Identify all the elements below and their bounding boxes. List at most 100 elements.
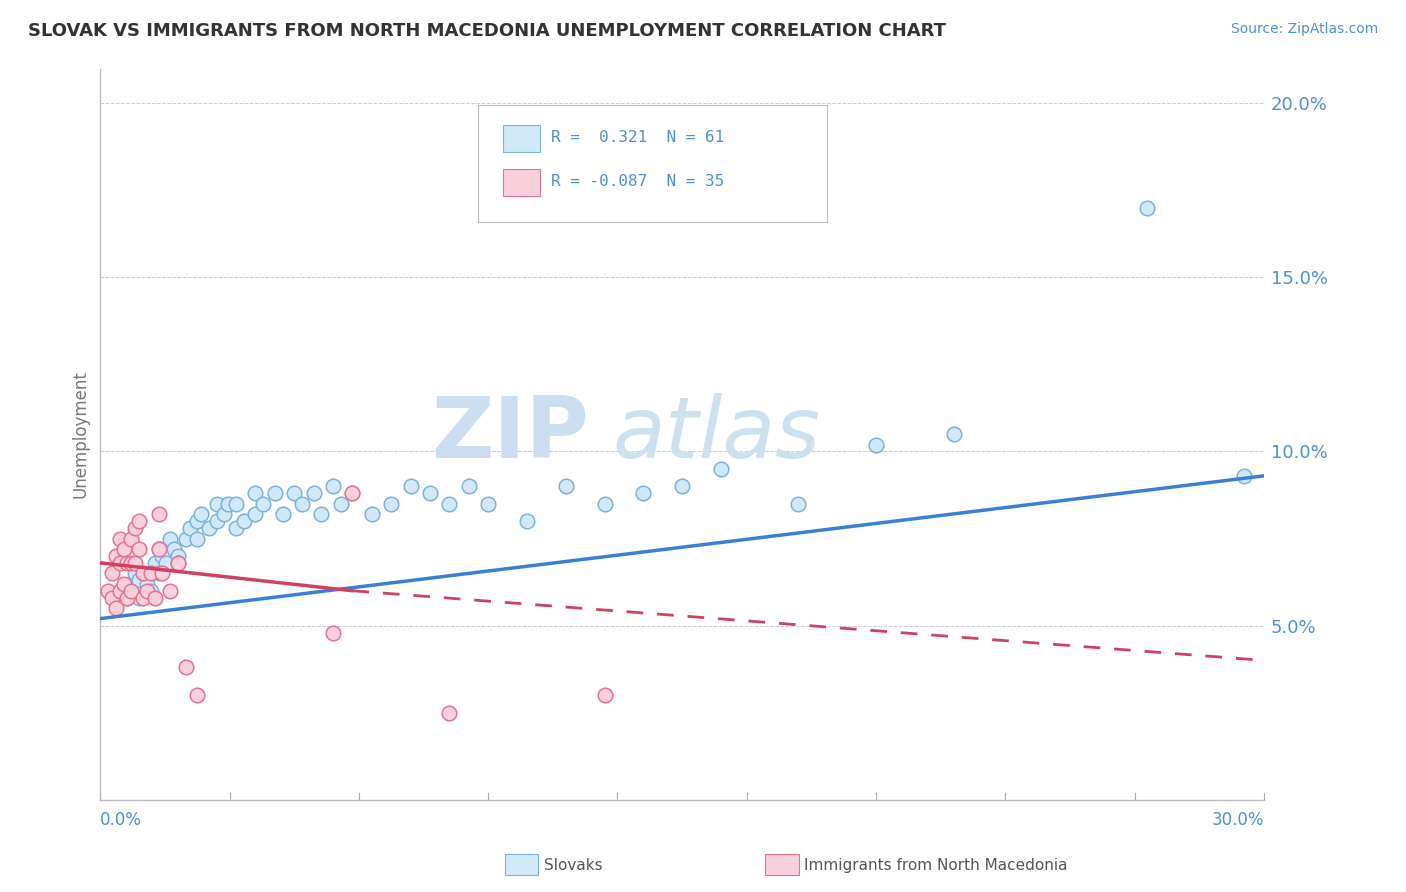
- Point: [342, 486, 364, 500]
- Point: [152, 566, 174, 581]
- Point: [198, 521, 221, 535]
- Point: [342, 486, 364, 500]
- Point: [148, 566, 170, 581]
- Point: [710, 462, 733, 476]
- Point: [148, 541, 170, 556]
- Point: [1233, 468, 1256, 483]
- Point: [112, 576, 135, 591]
- Point: [593, 497, 616, 511]
- Point: [167, 549, 190, 563]
- Point: [120, 532, 142, 546]
- Point: [128, 591, 150, 605]
- Point: [232, 514, 254, 528]
- Point: [360, 507, 382, 521]
- Point: [108, 583, 131, 598]
- Point: [399, 479, 422, 493]
- Point: [124, 556, 146, 570]
- Point: [128, 541, 150, 556]
- Point: [439, 497, 461, 511]
- Point: [186, 514, 208, 528]
- Point: [108, 556, 131, 570]
- Point: [283, 486, 305, 500]
- Point: [225, 497, 247, 511]
- Point: [104, 601, 127, 615]
- Point: [190, 507, 212, 521]
- Point: [148, 541, 170, 556]
- Point: [152, 549, 174, 563]
- Point: [186, 532, 208, 546]
- Point: [128, 574, 150, 588]
- Point: [214, 507, 236, 521]
- Point: [143, 556, 166, 570]
- Point: [167, 556, 190, 570]
- Point: [135, 583, 157, 598]
- Point: [117, 556, 139, 570]
- Text: atlas: atlas: [612, 392, 820, 475]
- Point: [477, 497, 499, 511]
- Point: [159, 583, 181, 598]
- Point: [633, 486, 655, 500]
- Text: R = -0.087  N = 35: R = -0.087 N = 35: [551, 174, 724, 189]
- Point: [97, 583, 120, 598]
- Point: [108, 532, 131, 546]
- FancyBboxPatch shape: [503, 169, 540, 195]
- Point: [135, 576, 157, 591]
- Point: [132, 566, 155, 581]
- Point: [128, 514, 150, 528]
- Point: [516, 514, 538, 528]
- Point: [120, 583, 142, 598]
- Point: [787, 497, 810, 511]
- Point: [942, 427, 965, 442]
- Point: [148, 507, 170, 521]
- Point: [186, 688, 208, 702]
- Text: Slovaks: Slovaks: [544, 858, 603, 872]
- Point: [205, 497, 228, 511]
- Point: [139, 566, 162, 581]
- Text: ZIP: ZIP: [432, 392, 589, 475]
- Point: [419, 486, 441, 500]
- Point: [554, 479, 576, 493]
- Point: [322, 479, 344, 493]
- Point: [174, 660, 197, 674]
- Point: [748, 183, 770, 197]
- Point: [117, 591, 139, 605]
- Point: [593, 688, 616, 702]
- FancyBboxPatch shape: [478, 105, 828, 222]
- Point: [155, 556, 177, 570]
- Point: [143, 591, 166, 605]
- Point: [457, 479, 479, 493]
- Point: [120, 556, 142, 570]
- Text: R =  0.321  N = 61: R = 0.321 N = 61: [551, 130, 724, 145]
- Point: [217, 497, 239, 511]
- Point: [104, 549, 127, 563]
- Point: [311, 507, 333, 521]
- Point: [132, 591, 155, 605]
- Point: [252, 497, 274, 511]
- Point: [108, 583, 131, 598]
- Point: [245, 507, 267, 521]
- Y-axis label: Unemployment: Unemployment: [72, 370, 89, 498]
- Point: [225, 521, 247, 535]
- FancyBboxPatch shape: [503, 125, 540, 152]
- Point: [671, 479, 693, 493]
- Point: [291, 497, 314, 511]
- Point: [302, 486, 325, 500]
- Point: [124, 566, 146, 581]
- Point: [124, 521, 146, 535]
- Point: [139, 583, 162, 598]
- Point: [263, 486, 285, 500]
- Text: 0.0%: 0.0%: [100, 811, 142, 829]
- Point: [271, 507, 294, 521]
- Point: [439, 706, 461, 720]
- Text: Immigrants from North Macedonia: Immigrants from North Macedonia: [804, 858, 1067, 872]
- Point: [205, 514, 228, 528]
- Point: [179, 521, 201, 535]
- Point: [120, 576, 142, 591]
- Point: [117, 591, 139, 605]
- Text: SLOVAK VS IMMIGRANTS FROM NORTH MACEDONIA UNEMPLOYMENT CORRELATION CHART: SLOVAK VS IMMIGRANTS FROM NORTH MACEDONI…: [28, 22, 946, 40]
- Point: [322, 625, 344, 640]
- Point: [174, 532, 197, 546]
- Point: [159, 532, 181, 546]
- Point: [1136, 201, 1159, 215]
- Point: [101, 566, 124, 581]
